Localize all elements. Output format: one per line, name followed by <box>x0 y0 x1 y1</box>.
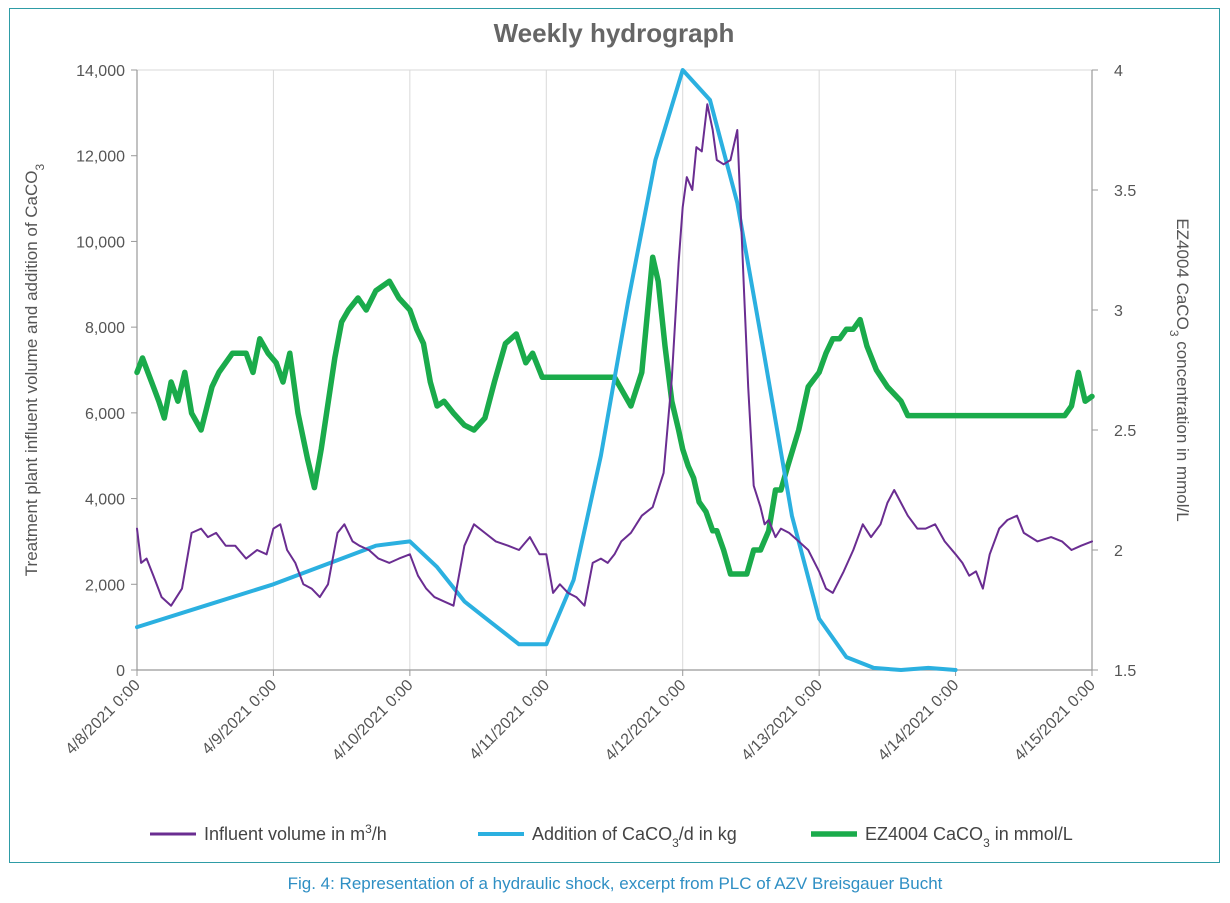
x-tick-label: 4/8/2021 0:00 <box>63 677 144 758</box>
chart-title: Weekly hydrograph <box>494 18 735 48</box>
x-tick-label: 4/15/2021 0:00 <box>1011 677 1099 765</box>
y-axis-label-right: EZ4004 CaCO3 concentration in mmol/L <box>1167 218 1192 521</box>
y-tick-label-right: 4 <box>1114 63 1123 80</box>
legend-label: Influent volume in m3/h <box>204 822 387 844</box>
legend-label: EZ4004 CaCO3 in mmol/L <box>865 824 1073 850</box>
x-tick-label: 4/14/2021 0:00 <box>875 677 963 765</box>
influent-volume-line <box>136 103 1093 607</box>
series <box>134 68 1095 672</box>
figure-caption: Fig. 4: Representation of a hydraulic sh… <box>287 874 943 893</box>
y-tick-label-left: 6,000 <box>85 406 125 423</box>
y-tick-label-right: 2 <box>1114 543 1123 560</box>
ez4004-concentration-line <box>134 254 1095 577</box>
legend-label: Addition of CaCO3/d in kg <box>532 824 737 850</box>
x-tick-label: 4/11/2021 0:00 <box>466 677 553 764</box>
y-tick-label-right: 3.5 <box>1114 183 1136 200</box>
y-tick-label-right: 2.5 <box>1114 423 1136 440</box>
figure-frame <box>9 8 1220 863</box>
y-tick-label-left: 8,000 <box>85 320 125 337</box>
y-axis-label-left: Treatment plant influent volume and addi… <box>22 163 47 576</box>
x-tick-label: 4/10/2021 0:00 <box>329 677 417 765</box>
x-tick-label: 4/12/2021 0:00 <box>602 677 690 765</box>
y-tick-label-right: 3 <box>1114 303 1123 320</box>
y-tick-label-left: 10,000 <box>76 234 125 251</box>
x-tick-label: 4/13/2021 0:00 <box>738 677 826 765</box>
y-tick-label-left: 0 <box>116 663 125 680</box>
y-tick-label-right: 1.5 <box>1114 663 1136 680</box>
x-tick-label: 4/9/2021 0:00 <box>199 677 280 758</box>
y-tick-label-left: 14,000 <box>76 63 125 80</box>
weekly-hydrograph-chart: Weekly hydrograph 0 2,000 4,000 6,000 8,000 1… <box>22 18 1192 850</box>
legend: Influent volume in m3/h Addition of CaCO3… <box>150 822 1073 850</box>
y-tick-label-left: 12,000 <box>76 149 125 166</box>
y-tick-label-left: 4,000 <box>85 492 125 509</box>
y-tick-label-left: 2,000 <box>85 577 125 594</box>
caco3-addition-line <box>135 68 958 672</box>
